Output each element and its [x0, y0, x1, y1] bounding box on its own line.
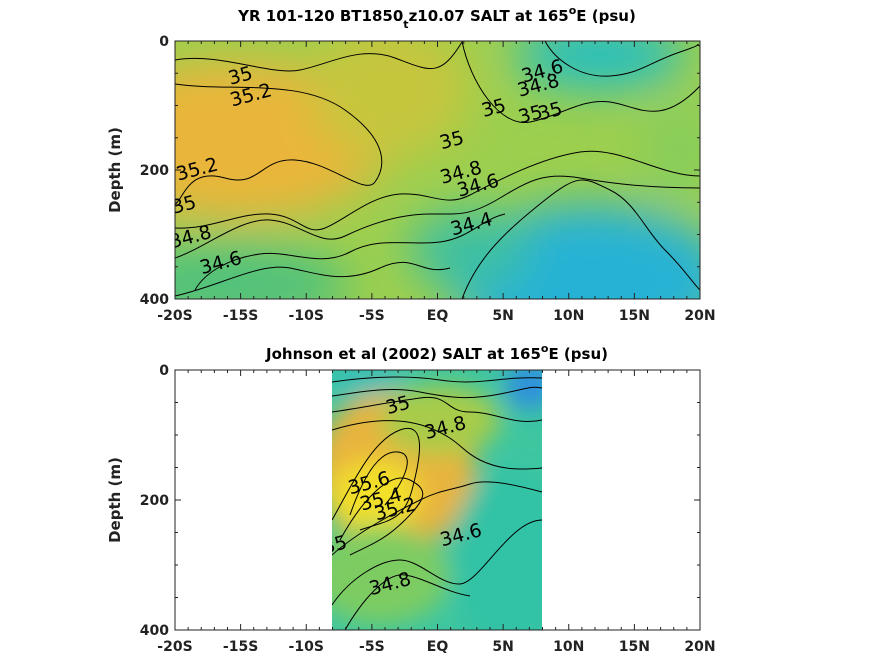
bottom-title: Johnson et al (2002) SALT at 165oE (psu)	[265, 342, 608, 363]
top-x-tick-label: 20N	[684, 308, 715, 324]
top-y-tick-label: 200	[140, 163, 169, 179]
top-y-tick-label: 0	[159, 34, 169, 50]
bottom-x-tick-label: 15N	[619, 639, 650, 655]
bottom-y-tick-label: 0	[159, 363, 169, 379]
bottom-x-tick-label: 5N	[492, 639, 513, 655]
bottom-y-axis-label: Depth (m)	[106, 457, 124, 543]
top-x-tick-label: 5N	[492, 308, 513, 324]
bottom-x-tick-label: EQ	[427, 639, 449, 655]
bottom-contour-label: 35	[320, 531, 349, 559]
bottom-x-tick-label: -10S	[289, 639, 324, 655]
top-y-axis-label: Depth (m)	[106, 127, 124, 213]
bottom-y-tick-label: 400	[140, 623, 169, 639]
bottom-x-tick-label: 20N	[684, 639, 715, 655]
top-x-tick-label: -5S	[359, 308, 385, 324]
top-title: YR 101-120 BT1850tz10.07 SALT at 165oE (…	[237, 4, 636, 31]
bottom-y-tick-label: 200	[140, 493, 169, 509]
bottom-x-ticks: -20S -15S -10S -5S EQ 5N 10N 15N 20N	[157, 370, 716, 655]
top-x-tick-label: -10S	[289, 308, 324, 324]
top-x-tick-label: -15S	[223, 308, 258, 324]
top-x-tick-label: EQ	[427, 308, 449, 324]
bottom-x-tick-label: -15S	[223, 639, 258, 655]
top-contour-label: 35	[170, 191, 199, 219]
bottom-x-tick-label: -20S	[157, 639, 192, 655]
bottom-x-tick-label: -5S	[359, 639, 385, 655]
top-x-ticks: -20S -15S -10S -5S EQ 5N 10N 15N 20N	[157, 41, 716, 324]
top-x-tick-label: 15N	[619, 308, 650, 324]
top-x-tick-label: 10N	[553, 308, 584, 324]
bottom-panel: Johnson et al (2002) SALT at 165oE (psu)	[106, 342, 716, 655]
top-y-ticks: 0 200 400	[140, 34, 700, 308]
top-x-tick-label: -20S	[157, 308, 192, 324]
top-contours	[175, 41, 700, 299]
top-y-tick-label: 400	[140, 292, 169, 308]
bottom-x-tick-label: 10N	[553, 639, 584, 655]
top-panel: YR 101-120 BT1850tz10.07 SALT at 165oE (…	[106, 4, 716, 324]
bottom-y-ticks: 0 200 400	[140, 363, 700, 639]
bottom-contours	[332, 376, 542, 630]
